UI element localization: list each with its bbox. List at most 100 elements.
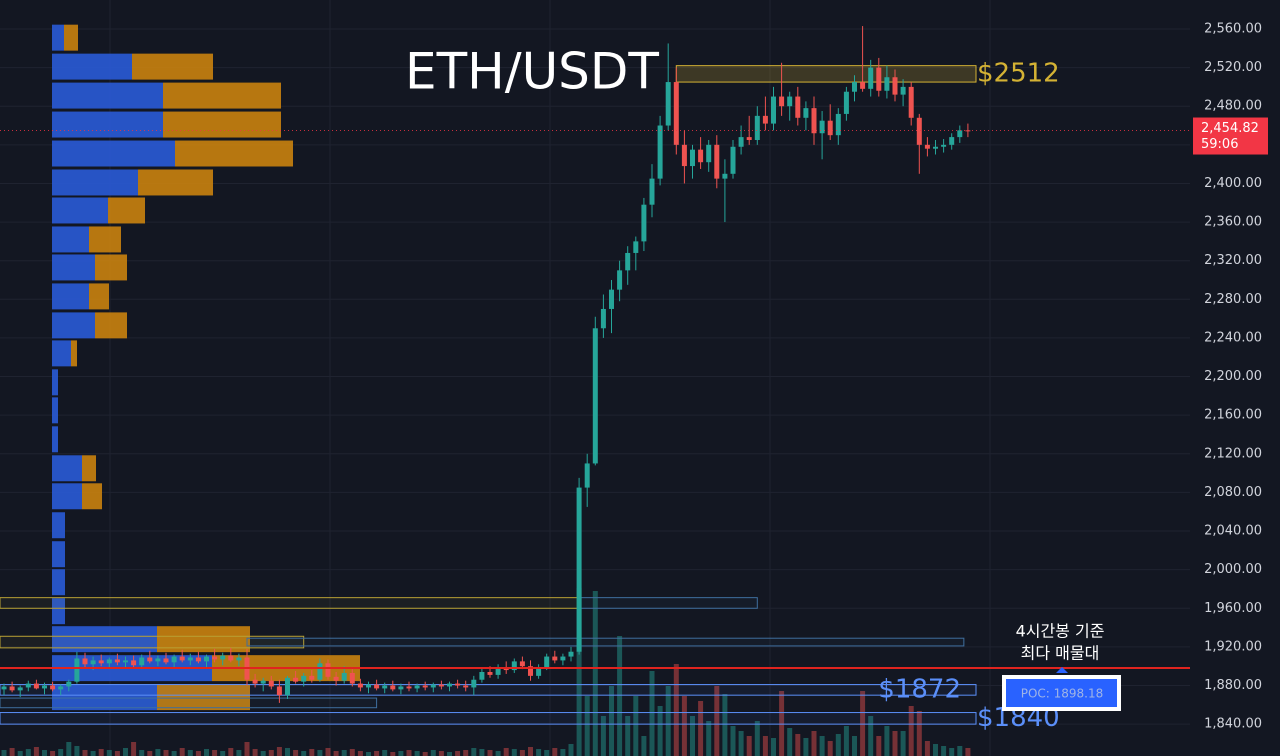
y-tick-label: 2,240.00 — [1204, 330, 1262, 345]
volume-bar — [374, 751, 380, 756]
candle-body — [811, 108, 817, 134]
candle-body — [422, 685, 428, 688]
candle-body — [123, 660, 128, 663]
volume-bar — [511, 749, 517, 756]
profile-sell-bar — [95, 312, 127, 339]
volume-bar — [722, 694, 728, 756]
volume-bar — [9, 748, 15, 756]
volume-bar — [860, 691, 866, 756]
candle-body — [852, 82, 857, 92]
volume-bar — [463, 750, 469, 756]
candle-body — [681, 144, 687, 167]
volume-bar — [398, 751, 404, 756]
volume-bar — [754, 721, 760, 756]
volume-bar — [422, 752, 428, 756]
volume-bar — [195, 751, 201, 756]
y-tick-label: 1,920.00 — [1204, 639, 1262, 654]
volume-bar — [908, 706, 914, 756]
candle-body — [66, 681, 72, 687]
volume-bar — [147, 751, 153, 756]
volume-bar — [592, 591, 598, 756]
candle-body — [495, 667, 501, 675]
candle-body — [25, 683, 31, 688]
candle-body — [9, 686, 15, 691]
volume-bar — [528, 747, 533, 756]
candle-body — [949, 137, 955, 145]
poc-pointer — [1056, 667, 1068, 673]
profile-sell-bar — [163, 111, 281, 138]
profile-buy-bar — [52, 369, 58, 396]
volume-bar — [657, 706, 663, 756]
price-zone — [0, 597, 580, 609]
y-tick-label: 2,000.00 — [1204, 562, 1262, 577]
candle-body — [511, 661, 517, 671]
candle-body — [795, 96, 801, 118]
zones — [0, 65, 977, 725]
profile-buy-bar — [52, 312, 95, 339]
volume-bar — [438, 751, 444, 756]
volume-bar — [90, 751, 96, 756]
price-zone — [0, 635, 305, 649]
volume-bar — [50, 751, 56, 756]
candle-body — [33, 683, 39, 689]
volume-bar — [33, 747, 39, 756]
volume-bar — [341, 750, 347, 756]
candle-body — [90, 660, 96, 665]
candle-body — [771, 96, 776, 124]
volume-bar — [252, 749, 258, 756]
candle-body — [916, 117, 922, 145]
volume-bar — [933, 744, 938, 756]
volume-bar — [309, 749, 315, 756]
profile-buy-bar — [52, 569, 65, 596]
profile-buy-bar — [52, 512, 65, 539]
volume-bar — [746, 736, 752, 756]
y-tick-label: 2,160.00 — [1204, 408, 1262, 423]
candle-body — [933, 146, 938, 149]
candle-body — [868, 67, 874, 89]
volume-bar — [155, 749, 161, 756]
candle-body — [746, 137, 752, 140]
profile-sell-bar — [89, 226, 121, 253]
volume-bar — [617, 636, 623, 756]
candle-body — [455, 683, 461, 686]
candle-body — [438, 684, 444, 687]
volume-bar — [471, 748, 477, 756]
candle-body — [163, 658, 169, 663]
candle-body — [892, 77, 898, 95]
volume-bar — [212, 750, 218, 756]
zone-label: $1872 — [878, 674, 961, 704]
volume-bar — [965, 748, 971, 756]
candle-body — [649, 178, 655, 205]
candle-body — [236, 657, 242, 661]
candle-body — [876, 67, 882, 91]
candle-body — [42, 685, 47, 689]
candle-body — [58, 686, 64, 690]
price-zone — [0, 712, 977, 725]
candle-body — [957, 130, 963, 138]
candle-body — [827, 120, 833, 136]
candle-body — [252, 679, 258, 684]
candle-body — [260, 680, 266, 684]
volume-bar — [690, 716, 695, 756]
profile-buy-bar — [52, 340, 71, 367]
volume-bar — [357, 751, 363, 756]
profile-sell-bar — [89, 283, 109, 310]
profile-buy-bar — [52, 426, 58, 453]
profile-sell-bar — [157, 684, 250, 711]
volume-bar — [455, 751, 461, 756]
candle-body — [722, 173, 728, 179]
candle-body — [139, 657, 145, 666]
volume-bar — [1, 750, 7, 756]
candle-body — [673, 82, 679, 145]
profile-buy-bar — [52, 598, 65, 625]
volume-bar — [633, 696, 639, 756]
volume-bar — [827, 741, 833, 756]
volume-bar — [714, 686, 720, 756]
candle-body — [463, 685, 469, 688]
candle-body — [471, 679, 477, 688]
candle-body — [600, 308, 606, 329]
y-tick-label: 1,840.00 — [1204, 717, 1262, 732]
candle-body — [665, 82, 671, 126]
candle-body — [147, 657, 153, 662]
y-tick-label: 2,400.00 — [1204, 176, 1262, 191]
